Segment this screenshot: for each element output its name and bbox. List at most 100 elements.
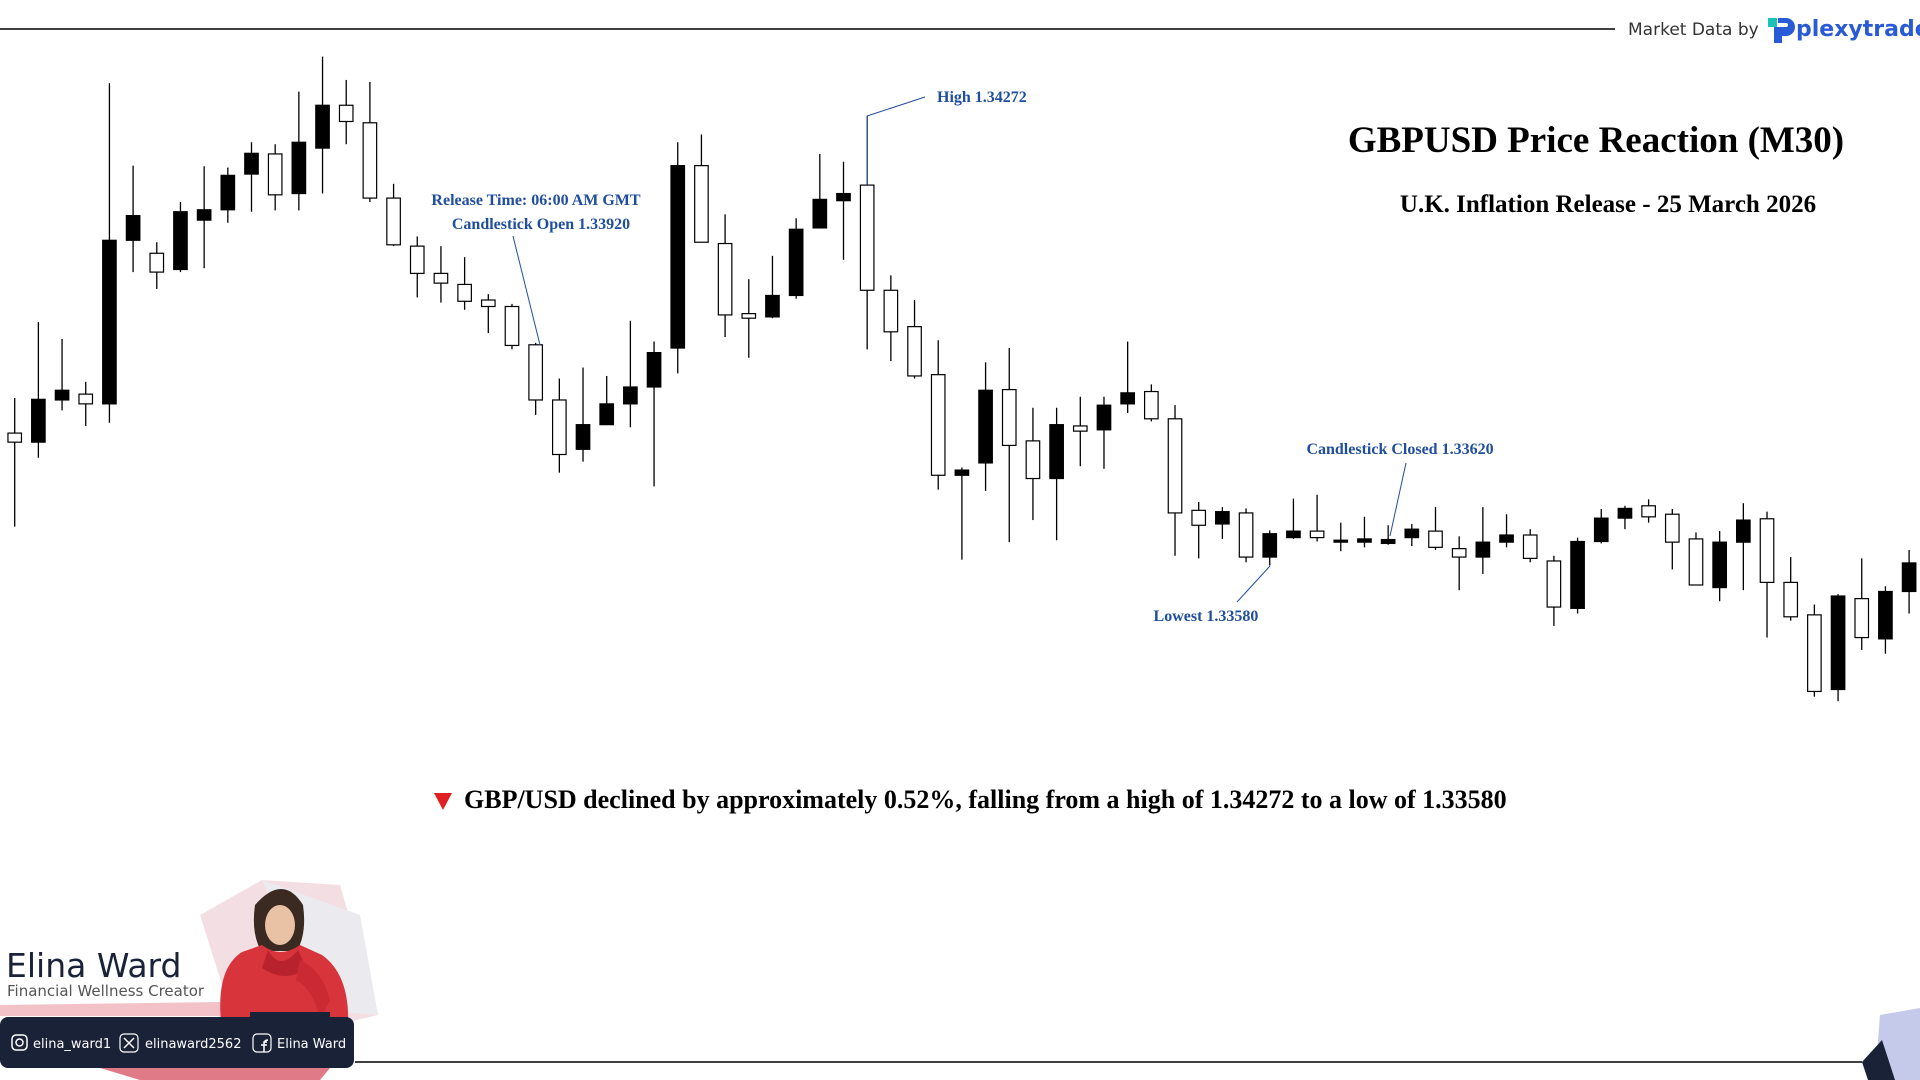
- candle-body: [788, 228, 804, 297]
- candle-body: [1688, 538, 1704, 586]
- logo-square: [1768, 18, 1777, 27]
- market-data-label: Market Data by: [1628, 20, 1759, 40]
- candle-body: [457, 283, 472, 302]
- candle-body: [623, 386, 638, 405]
- candles: [7, 56, 1917, 702]
- scarf: [262, 950, 306, 976]
- social-handle[interactable]: elina_ward1: [33, 1037, 111, 1052]
- candle-body: [765, 294, 780, 318]
- portrait: [220, 889, 349, 1030]
- candle-body: [1570, 540, 1585, 609]
- candle-body: [1712, 541, 1728, 589]
- candle-body: [1286, 530, 1301, 539]
- candle-body: [954, 469, 970, 476]
- instagram-icon-lens: [15, 1038, 24, 1047]
- candle-body: [836, 192, 851, 202]
- annotation-leader: [866, 96, 926, 117]
- candle-body: [717, 242, 733, 316]
- candle-body: [102, 239, 117, 405]
- creator-name: Elina Ward: [6, 946, 182, 985]
- candle-body: [291, 141, 307, 195]
- candle-body: [1309, 530, 1325, 539]
- facebook-icon: [252, 1033, 272, 1053]
- annotation: High 1.34272: [937, 89, 1027, 106]
- candle-body: [78, 393, 94, 405]
- candle-body: [575, 424, 591, 450]
- candle-body: [1878, 590, 1893, 640]
- creator-role: Financial Wellness Creator: [7, 982, 205, 1000]
- candle-body: [1522, 534, 1538, 559]
- candle-body: [599, 403, 615, 426]
- candle-body: [1025, 440, 1041, 480]
- x-icon: [119, 1033, 139, 1053]
- candle-body: [1475, 541, 1491, 558]
- candle-body: [267, 153, 283, 196]
- annotations: Release Time: 06:00 AM GMT Candlestick Op…: [431, 89, 1493, 625]
- candle-body: [1191, 509, 1207, 526]
- decor-band: [0, 1002, 240, 1016]
- candle-body: [646, 351, 662, 388]
- candle-body: [480, 299, 496, 308]
- down-arrow-icon: [434, 793, 452, 810]
- candle-body: [504, 305, 520, 347]
- candle-body: [362, 122, 378, 199]
- annotation: Release Time: 06:00 AM GMT: [431, 192, 640, 209]
- candle-body: [1001, 388, 1017, 447]
- candle-body: [1380, 538, 1396, 545]
- logo-mark: [1774, 18, 1795, 43]
- candle-body: [907, 326, 922, 377]
- candle-body: [196, 209, 212, 221]
- candle-body: [1143, 390, 1159, 420]
- scarf-tail: [296, 960, 330, 1020]
- annotation: Candlestick Closed 1.33620: [1306, 441, 1493, 458]
- candle-body: [149, 252, 165, 273]
- face: [265, 905, 295, 945]
- chart-title: GBPUSD Price Reaction (M30): [1348, 120, 1844, 161]
- candle-body: [1451, 548, 1467, 558]
- candle-body: [978, 389, 993, 464]
- candle-body: [1262, 533, 1278, 558]
- candle-body: [1783, 581, 1799, 618]
- instagram-icon: [11, 1034, 28, 1051]
- candle-body: [1735, 519, 1751, 543]
- desk: [250, 1012, 330, 1020]
- decor-band: [100, 1068, 330, 1080]
- annotation: Candlestick Open 1.33920: [452, 216, 630, 233]
- candle-body: [31, 398, 46, 443]
- candle-body: [1593, 517, 1609, 543]
- social-handle[interactable]: Elina Ward: [277, 1037, 346, 1052]
- candle-body: [1333, 539, 1349, 543]
- social-icons: [11, 1033, 272, 1053]
- candle-body: [125, 215, 141, 241]
- candle-body: [7, 432, 23, 443]
- annotation-leader: [1236, 565, 1271, 603]
- candle-body: [1759, 518, 1775, 583]
- jacket: [220, 945, 349, 1030]
- candle-body: [1807, 614, 1822, 693]
- candle-body: [54, 389, 70, 401]
- candle-body: [1499, 534, 1514, 543]
- candle-body: [1546, 560, 1562, 608]
- candle-body: [1404, 528, 1420, 539]
- candle-body: [386, 197, 401, 246]
- social-bar: [0, 1017, 354, 1068]
- candle-body: [670, 165, 686, 349]
- candle-body: [244, 152, 259, 175]
- annotation-leader: [1389, 462, 1407, 537]
- candle-body: [1901, 562, 1917, 593]
- social-handle[interactable]: elinaward2562: [145, 1037, 241, 1052]
- candle-body: [741, 313, 757, 319]
- brand-logo: [1768, 18, 1795, 43]
- chart-subtitle: U.K. Inflation Release - 25 March 2026: [1400, 191, 1816, 218]
- candle-body: [1049, 424, 1064, 480]
- candle-body: [173, 211, 188, 271]
- candle-body: [433, 272, 449, 284]
- candle-body: [694, 165, 709, 243]
- candle-body: [1617, 507, 1633, 519]
- candle-body: [1120, 392, 1136, 405]
- candle-body: [1854, 598, 1870, 639]
- candle-body: [930, 374, 946, 476]
- brand-name[interactable]: plexytrade: [1796, 17, 1920, 42]
- candle-body: [812, 198, 828, 229]
